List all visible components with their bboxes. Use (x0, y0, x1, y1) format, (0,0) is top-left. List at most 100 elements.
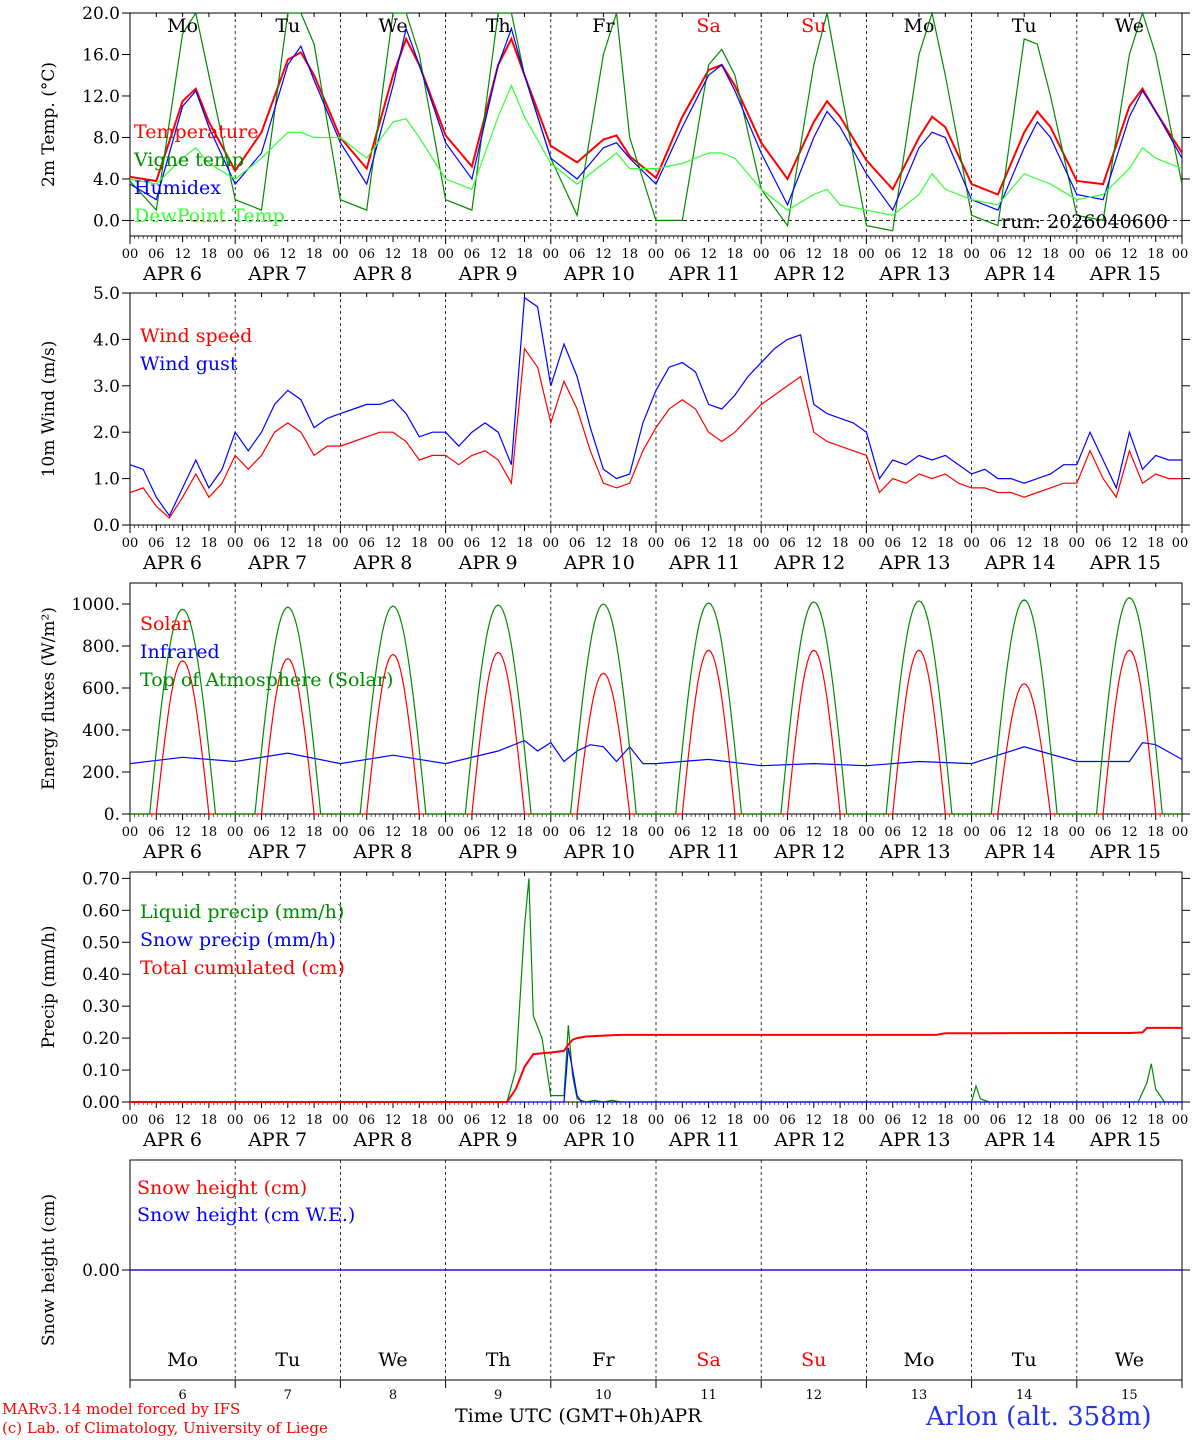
date-label: APR 14 (984, 263, 1056, 285)
date-label: APR 13 (878, 263, 950, 285)
hour-tick-label: 00 (1069, 536, 1086, 551)
hour-tick-label: 18 (727, 825, 744, 840)
date-label: APR 6 (142, 841, 202, 863)
legend-entry: Wind gust (140, 353, 238, 375)
y-tick-label: 16.0 (82, 45, 120, 65)
y-tick-label: 1000. (71, 595, 120, 615)
hour-tick-label: 12 (806, 825, 823, 840)
hour-tick-label: 18 (411, 825, 428, 840)
date-label: APR 13 (878, 1129, 950, 1151)
weekday-label: Tu (1012, 1349, 1037, 1371)
hour-tick-label: 00 (1069, 825, 1086, 840)
date-label: APR 15 (1089, 263, 1161, 285)
y-tick-label: 0.50 (82, 933, 120, 953)
hour-tick-label: 12 (700, 536, 717, 551)
y-tick-label: 400. (82, 721, 120, 741)
hour-tick-label: 00 (437, 536, 454, 551)
legend-entry: Temperature (134, 121, 258, 143)
date-label: APR 14 (984, 552, 1056, 574)
hour-tick-label: 06 (884, 536, 901, 551)
y-axis-label: Snow height (cm) (39, 1194, 59, 1346)
weekday-label: We (1115, 15, 1144, 37)
hour-tick-label: 00 (753, 825, 770, 840)
date-label: APR 14 (984, 1129, 1056, 1151)
legend-entry: Vigne temp (133, 149, 244, 171)
hour-tick-label: 06 (990, 825, 1007, 840)
hour-tick-label: 18 (621, 1113, 638, 1128)
hour-tick-label: 12 (490, 247, 507, 262)
weekday-label: Sa (696, 1349, 720, 1371)
hour-tick-label: 18 (727, 1113, 744, 1128)
hour-tick-label: 12 (1016, 1113, 1033, 1128)
hour-tick-label: 18 (1042, 825, 1059, 840)
hour-tick-label: 00 (332, 247, 349, 262)
hour-tick-label: 00 (963, 825, 980, 840)
hour-tick-label: 00 (227, 1113, 244, 1128)
hour-tick-label: 12 (595, 825, 612, 840)
hour-tick-label: 18 (306, 1113, 323, 1128)
day-number-label: 7 (284, 1388, 292, 1403)
hour-tick-label: 00 (1172, 247, 1189, 262)
date-label: APR 12 (773, 552, 845, 574)
hour-tick-label: 06 (1095, 536, 1112, 551)
weekday-label: We (1115, 1349, 1144, 1371)
hour-tick-label: 12 (1121, 536, 1138, 551)
hour-tick-label: 18 (1042, 247, 1059, 262)
y-axis-label: Precip (mm/h) (39, 925, 59, 1048)
hour-tick-label: 12 (911, 247, 928, 262)
hour-tick-label: 00 (858, 247, 875, 262)
legend-entry: Liquid precip (mm/h) (140, 901, 344, 923)
hour-tick-label: 00 (332, 825, 349, 840)
y-tick-label: 0.60 (82, 901, 120, 921)
day-number-label: 11 (700, 1388, 717, 1403)
hour-tick-label: 06 (148, 825, 165, 840)
panel-frame (129, 12, 1183, 237)
y-tick-label: 8.0 (93, 128, 120, 148)
date-label: APR 9 (458, 263, 518, 285)
hour-tick-label: 06 (464, 247, 481, 262)
hour-tick-label: 12 (700, 247, 717, 262)
hour-tick-label: 06 (569, 247, 586, 262)
hour-tick-label: 18 (1042, 1113, 1059, 1128)
hour-tick-label: 00 (332, 536, 349, 551)
hour-tick-label: 06 (253, 536, 270, 551)
y-axis-label: 10m Wind (m/s) (39, 341, 59, 478)
y-tick-label: 0. (104, 805, 120, 825)
hour-tick-label: 12 (1016, 825, 1033, 840)
hour-tick-label: 06 (990, 247, 1007, 262)
date-label: APR 12 (773, 841, 845, 863)
hour-tick-label: 18 (937, 247, 954, 262)
hour-tick-label: 00 (963, 247, 980, 262)
y-tick-label: 0.00 (82, 1093, 120, 1113)
hour-tick-label: 18 (306, 247, 323, 262)
y-tick-label: 600. (82, 679, 120, 699)
series-line-top-of-atmosphere-solar- (130, 597, 1182, 815)
hour-tick-label: 18 (937, 825, 954, 840)
hour-tick-label: 06 (1095, 1113, 1112, 1128)
hour-tick-label: 18 (201, 247, 218, 262)
hour-tick-label: 06 (779, 247, 796, 262)
y-tick-label: 800. (82, 637, 120, 657)
y-tick-label: 0.30 (82, 997, 120, 1017)
hour-tick-label: 06 (253, 1113, 270, 1128)
hour-tick-label: 12 (385, 825, 402, 840)
weekday-label: Fr (592, 1349, 615, 1371)
date-label: APR 6 (142, 552, 202, 574)
hour-tick-label: 00 (963, 1113, 980, 1128)
date-label: APR 10 (563, 841, 635, 863)
hour-tick-label: 06 (674, 1113, 691, 1128)
y-axis-label: Energy fluxes (W/m²) (39, 607, 59, 790)
date-label: APR 8 (352, 552, 412, 574)
hour-tick-label: 18 (1147, 247, 1164, 262)
series-line-total-cumulated-cm- (130, 1026, 1182, 1103)
date-label: APR 12 (773, 263, 845, 285)
hour-tick-label: 06 (569, 536, 586, 551)
hour-tick-label: 00 (543, 1113, 560, 1128)
y-tick-label: 4.0 (93, 330, 120, 350)
hour-tick-label: 12 (1121, 1113, 1138, 1128)
date-label: APR 9 (458, 1129, 518, 1151)
legend-entry: Infrared (140, 641, 220, 663)
x-axis-month: APR (660, 1405, 702, 1427)
hour-tick-label: 00 (1172, 536, 1189, 551)
hour-tick-label: 06 (674, 247, 691, 262)
